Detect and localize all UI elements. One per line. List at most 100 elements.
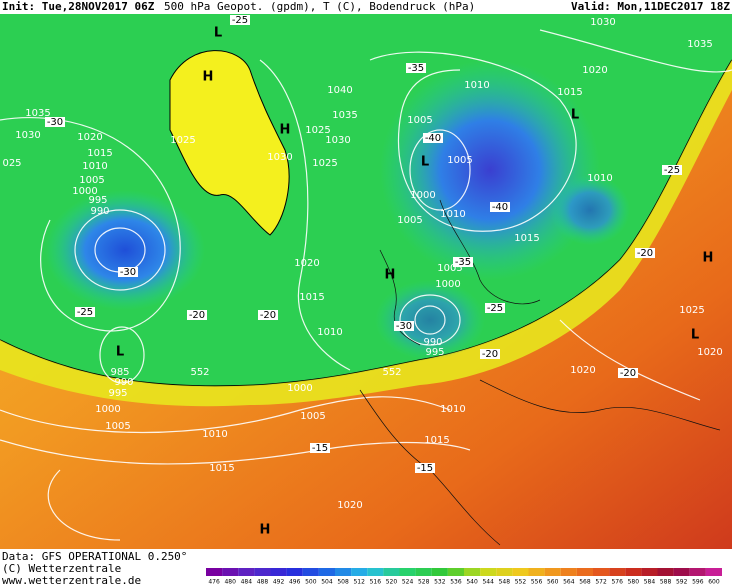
isobar-label: 1025	[679, 305, 704, 316]
temperature-label: -20	[637, 248, 653, 259]
isobar-label: 1030	[590, 17, 615, 28]
color-swatch	[496, 568, 513, 576]
pressure-center: L	[421, 155, 429, 170]
isobar-label: 985	[110, 367, 129, 378]
isobar-label: 1020	[582, 65, 607, 76]
color-swatch	[576, 568, 593, 576]
isobar-label: 1020	[697, 347, 722, 358]
color-swatch	[399, 568, 416, 576]
color-swatch	[657, 568, 674, 576]
color-swatch	[286, 568, 303, 576]
isobar-label: 1010	[440, 404, 465, 415]
isobar-label: 1000	[72, 186, 97, 197]
colorbar-label: 512	[353, 579, 365, 586]
temperature-label: -20	[620, 368, 636, 379]
label-bg	[230, 15, 250, 25]
color-swatch	[609, 568, 626, 576]
footer-data: Data: GFS OPERATIONAL 0.250°	[2, 550, 187, 563]
isobar-label: 1010	[440, 209, 465, 220]
isobar-label: 1010	[317, 327, 342, 338]
colorbar-label: 488	[257, 579, 269, 586]
isobar-label: 025	[2, 158, 21, 169]
label-bg	[453, 257, 473, 267]
isobar-label: 1000	[410, 190, 435, 201]
color-swatch	[351, 568, 368, 576]
color-swatch	[689, 568, 706, 576]
isobar-label: 1010	[202, 429, 227, 440]
color-swatch	[447, 568, 464, 576]
yellow-band	[0, 60, 732, 407]
isobar-label: 552	[190, 367, 209, 378]
isobar-label: 990	[423, 337, 442, 348]
color-swatch	[673, 568, 690, 576]
pressure-center: L	[691, 328, 699, 343]
colorbar-label: 596	[692, 579, 704, 586]
isobar-label: 1020	[77, 132, 102, 143]
temperature-label: -15	[417, 463, 433, 474]
colorbar-label: 592	[676, 579, 688, 586]
isobar-label: 1015	[299, 292, 324, 303]
isobar-label: 1005	[407, 115, 432, 126]
footer-url: www.wetterzentrale.de	[2, 574, 141, 587]
color-swatch	[206, 568, 223, 576]
title-text: 500 hPa Geopot. (gpdm), T (C), Bodendruc…	[164, 0, 475, 13]
temperature-label: -20	[189, 310, 205, 321]
isobar-label: 1030	[15, 130, 40, 141]
color-swatch	[335, 568, 352, 576]
color-swatch	[512, 568, 529, 576]
isobar-label: 990	[90, 206, 109, 217]
colorbar-label: 600	[708, 579, 720, 586]
isobar-label: 1025	[170, 135, 195, 146]
color-swatch	[625, 568, 642, 576]
label-bg	[118, 267, 138, 277]
low-east	[550, 175, 630, 245]
colorbar-label: 504	[321, 579, 333, 586]
low-west	[45, 190, 205, 310]
isobar-label: 552	[382, 367, 401, 378]
temperature-label: -35	[455, 257, 471, 268]
color-swatch	[464, 568, 481, 576]
temperature-label: -30	[120, 267, 136, 278]
temperature-label: -20	[482, 349, 498, 360]
colorbar-label: 484	[241, 579, 253, 586]
isobar-label: 995	[425, 347, 444, 358]
label-bg	[406, 63, 426, 73]
temperature-label: -25	[77, 307, 93, 318]
isobar-label: 1025	[305, 125, 330, 136]
init-text: Init: Tue,28NOV2017 06Z	[2, 0, 155, 13]
isobar-label: 1020	[294, 258, 319, 269]
temperature-label: -25	[664, 165, 680, 176]
isobar-label: 1040	[327, 85, 352, 96]
color-swatch	[528, 568, 545, 576]
isobar-label: 1010	[82, 161, 107, 172]
label-bg	[45, 117, 65, 127]
colorbar-label: 500	[305, 579, 317, 586]
colorbar-label: 532	[434, 579, 446, 586]
label-bg	[187, 310, 207, 320]
temperature-label: -20	[260, 310, 276, 321]
color-swatch	[593, 568, 610, 576]
colorbar-label: 560	[547, 579, 559, 586]
colorbar-label: 496	[289, 579, 301, 586]
label-bg	[258, 310, 278, 320]
label-bg	[485, 303, 505, 313]
cold-pool	[380, 60, 600, 280]
temperature-label: -40	[492, 202, 508, 213]
colorbar-label: 580	[628, 579, 640, 586]
label-bg	[310, 443, 330, 453]
colorbar-label: 540	[466, 579, 478, 586]
label-bg	[662, 165, 682, 175]
isobar-label: 990	[114, 377, 133, 388]
isobar-label: 1000	[287, 383, 312, 394]
colorbar-label: 564	[563, 579, 575, 586]
temperature-label: -30	[396, 321, 412, 332]
colorbar-label: 544	[482, 579, 494, 586]
isobar-label: 995	[88, 195, 107, 206]
color-swatch	[383, 568, 400, 576]
label-bg	[490, 202, 510, 212]
isobar-label: 1035	[25, 108, 50, 119]
isobar-label: 1020	[337, 500, 362, 511]
label-bg	[415, 463, 435, 473]
isobar-label: 1005	[447, 155, 472, 166]
